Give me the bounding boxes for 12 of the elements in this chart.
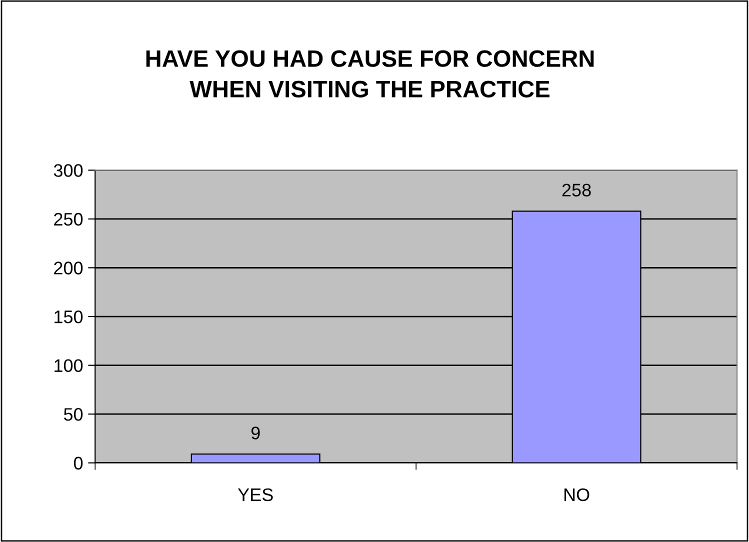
y-tick-label: 50 (64, 408, 83, 421)
y-tick-label: 250 (54, 212, 83, 226)
data-label: 9 (251, 426, 260, 440)
chart-title: HAVE YOU HAD CAUSE FOR CONCERN WHEN VISITING THE PRACTICE (146, 50, 594, 98)
y-tick-label: 150 (54, 310, 83, 324)
data-label: 258 (562, 184, 591, 196)
y-tick-label: 200 (54, 262, 83, 274)
x-tick-label: YES (238, 488, 273, 502)
y-tick-label: 300 (54, 164, 83, 177)
y-tick-label: 100 (54, 359, 83, 372)
x-tick-label: NO (564, 488, 590, 502)
y-tick-label: 0 (74, 456, 83, 470)
